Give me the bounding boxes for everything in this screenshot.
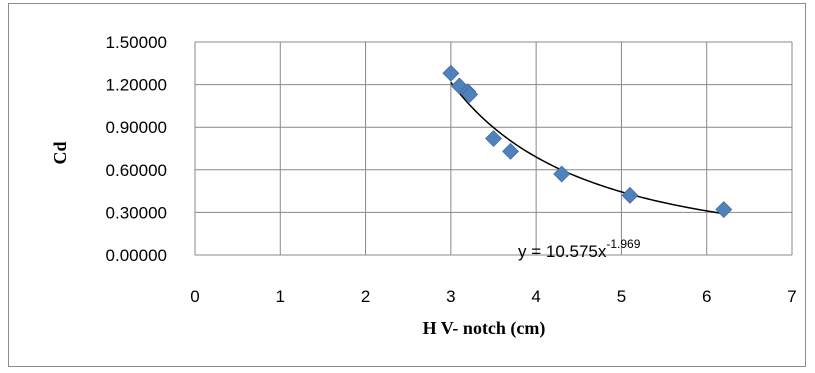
x-axis-title: H V- notch (cm)	[423, 318, 546, 339]
trendline	[450, 81, 724, 215]
y-tick-label: 0.00000	[106, 246, 167, 265]
x-tick-label: 0	[190, 287, 199, 306]
x-tick-label: 6	[702, 287, 711, 306]
data-points	[442, 64, 733, 218]
y-axis-title: Cd	[50, 141, 70, 164]
data-point-marker	[553, 165, 571, 183]
trendline-equation: y = 10.575x-1.969	[518, 237, 641, 261]
grid-lines	[194, 41, 793, 256]
chart-frame	[8, 3, 806, 367]
y-tick-label: 1.50000	[106, 33, 167, 52]
y-tick-label: 0.30000	[106, 203, 167, 222]
x-tick-label: 1	[276, 287, 285, 306]
y-tick-label: 0.60000	[106, 161, 167, 180]
x-tick-labels: 0 1 2 3 4 5 6 7	[190, 287, 796, 306]
data-point-marker	[715, 201, 733, 218]
x-tick-label: 4	[531, 287, 540, 306]
data-point-marker	[502, 142, 519, 160]
x-tick-label: 3	[446, 287, 455, 306]
data-point-marker	[485, 130, 502, 147]
data-point-marker	[461, 86, 479, 103]
x-tick-label: 5	[617, 287, 626, 306]
x-tick-label: 2	[361, 287, 370, 306]
x-tick-label: 7	[787, 287, 796, 306]
y-tick-label: 1.20000	[106, 76, 167, 95]
y-tick-labels: 0.00000 0.30000 0.60000 0.90000 1.20000 1.500…	[106, 33, 167, 265]
data-point-marker	[442, 64, 460, 82]
y-tick-label: 0.90000	[106, 118, 167, 137]
data-point-marker	[621, 186, 639, 204]
